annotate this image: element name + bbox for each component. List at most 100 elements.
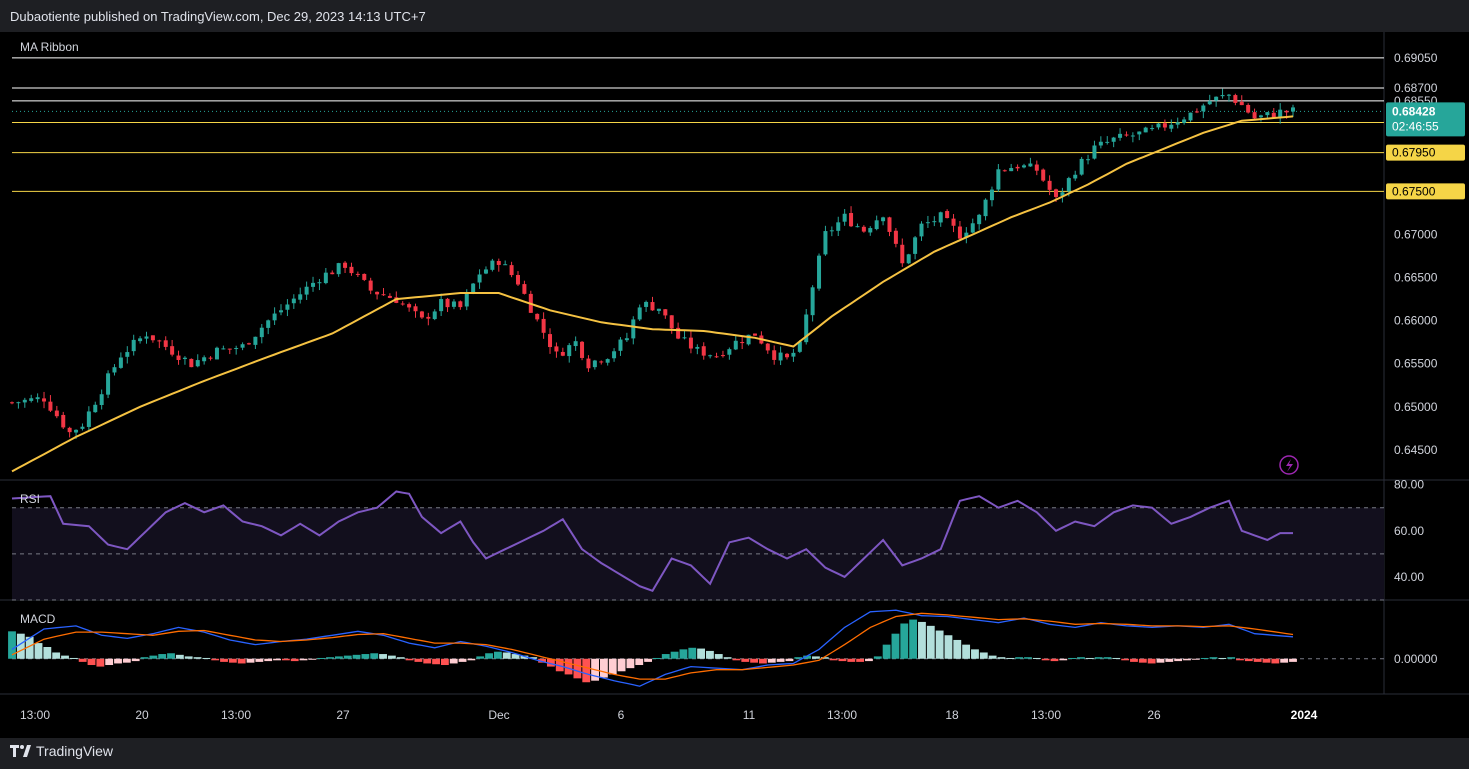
macd-histogram-bar [979,652,988,659]
macd-histogram-bar [343,655,352,659]
candle-body [746,334,751,345]
macd-label[interactable]: MACD [20,612,56,626]
macd-histogram-bar [1085,657,1094,659]
candle-body [106,373,111,395]
candle-body [586,358,591,369]
candle-body [54,410,59,417]
macd-histogram-bar [741,658,750,662]
macd-histogram-bar [61,655,69,659]
candle-body [503,264,508,266]
macd-histogram-bar [847,658,856,662]
macd-histogram-bar [43,647,52,659]
candle-body [240,344,245,348]
candle-body [150,335,155,341]
macd-histogram-bar [140,657,149,659]
candle-body [1271,112,1276,118]
price-tick: 0.65000 [1394,400,1438,414]
candle-body [419,311,424,318]
candle-body [400,303,405,305]
macd-histogram-bar [114,658,122,664]
candle-body [426,316,431,319]
candle-body [817,255,822,289]
macd-histogram-bar [202,657,211,659]
macd-histogram-bar [714,654,723,659]
candle-body [919,223,924,237]
macd-histogram-bar [396,657,405,659]
candle-body [695,346,700,349]
candle-body [618,339,623,351]
macd-histogram-bar [281,658,290,661]
candle-body [1028,163,1033,167]
candle-body [182,357,187,360]
candle-body [970,223,975,233]
macd-histogram-bar [1050,658,1059,662]
rsi-label[interactable]: RSI [20,492,40,506]
macd-histogram-bar [1218,657,1227,659]
candle-body [1098,141,1103,146]
candle-body [445,298,450,308]
macd-histogram-bar [1227,657,1236,659]
macd-histogram-bar [405,658,414,661]
macd-histogram-bar [776,658,785,662]
candle-body [285,304,290,310]
macd-histogram-bar [785,658,794,662]
macd-histogram-bar [352,654,361,659]
macd-histogram-bar [175,654,184,659]
candle-body [624,338,629,341]
candle-body [1284,110,1289,113]
candle-body [272,313,277,321]
candle-body [881,217,886,222]
macd-histogram-bar [149,655,158,659]
chart-svg[interactable]: 0.683000.679500.675000.690500.687000.685… [0,32,1469,738]
macd-histogram-bar [458,658,467,662]
tradingview-brand[interactable]: TradingView [10,743,113,759]
macd-histogram-bar [1077,657,1085,659]
candle-body [682,337,687,339]
candle-body [509,265,514,276]
macd-histogram-bar [370,653,379,659]
macd-histogram-bar [900,623,909,659]
macd-histogram-bar [1183,658,1191,661]
macd-histogram-bar [1121,658,1130,661]
candle-body [387,295,392,298]
macd-histogram-bar [105,658,114,666]
macd-histogram-bar [688,647,697,659]
macd-histogram-bar [1236,658,1244,661]
footer: TradingView [0,738,1469,769]
candle-body [1291,107,1295,112]
macd-histogram-bar [670,651,679,659]
candle-body [1130,135,1135,137]
candle-body [1239,101,1244,106]
chart-area[interactable]: 0.683000.679500.675000.690500.687000.685… [0,32,1469,738]
macd-histogram-bar [440,658,449,666]
macd-histogram-bar [493,651,502,659]
macd-histogram-bar [1253,658,1262,662]
candle-body [996,169,1001,190]
candle-body [1169,124,1174,129]
time-tick: Dec [488,708,509,722]
candle-body [93,404,98,413]
macd-histogram-bar [8,631,16,659]
candle-body [490,260,495,270]
rsi-line [11,490,1293,593]
candle-body [1034,164,1039,171]
lightning-icon[interactable] [1279,455,1299,475]
candle-body [836,222,841,231]
candle-body [42,398,47,402]
candle-body [656,308,661,311]
macd-histogram-bar [882,644,891,659]
macd-histogram-bar [317,657,326,659]
rsi-tick: 60.00 [1394,524,1424,538]
candle-body [1111,137,1116,142]
macd-histogram-bar [308,658,317,660]
price-tick: 0.67000 [1394,227,1438,241]
candle-body [214,347,219,360]
candle-body [189,358,194,368]
macd-histogram-bar [1244,658,1253,662]
macd-histogram-bar [829,658,838,661]
ma-ribbon-label[interactable]: MA Ribbon [20,40,79,54]
candle-body [785,353,790,358]
candle-body [810,287,815,316]
macd-histogram-bar [476,656,485,659]
macd-histogram-bar [158,654,167,659]
